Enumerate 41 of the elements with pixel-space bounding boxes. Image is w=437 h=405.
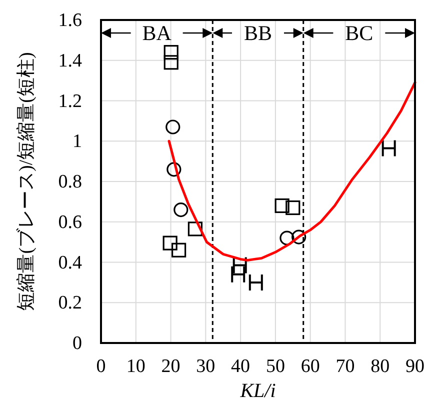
point xyxy=(382,139,396,158)
point xyxy=(172,242,186,258)
point xyxy=(166,120,180,134)
point xyxy=(162,236,178,250)
point xyxy=(166,162,182,177)
point xyxy=(274,198,290,214)
y-axis-title: 短縮量(ブレース)/短縮量(短柱) xyxy=(16,52,37,311)
point xyxy=(232,256,247,274)
y-tick-label: 1.4 xyxy=(58,50,82,72)
x-tick-label: 30 xyxy=(196,356,216,377)
x-tick-label: 40 xyxy=(231,356,250,377)
x-tick-label: 70 xyxy=(336,356,355,377)
point xyxy=(164,45,178,60)
point xyxy=(231,265,246,284)
point xyxy=(174,202,188,218)
point xyxy=(164,55,178,70)
x-tick-label: 0 xyxy=(96,356,106,377)
y-tick-label: 0.8 xyxy=(58,172,82,192)
x-tick-label: 90 xyxy=(406,356,424,377)
point xyxy=(292,230,306,244)
line-series xyxy=(168,81,416,262)
point xyxy=(188,222,202,236)
x-axis-title: KL/i xyxy=(239,380,276,402)
y-tick-label: 0 xyxy=(72,333,82,354)
point xyxy=(280,230,294,246)
x-tick-label: 10 xyxy=(126,356,146,377)
y-tick-label: 1.6 xyxy=(58,10,82,31)
point xyxy=(286,200,300,216)
point xyxy=(248,273,263,292)
x-tick-label: 80 xyxy=(370,356,390,377)
y-tick-label: 0.2 xyxy=(58,292,82,314)
y-tick-label: 0.4 xyxy=(58,252,82,274)
x-tick-label: 50 xyxy=(266,356,285,377)
x-tick-label: 20 xyxy=(161,356,180,377)
annotation: BA xyxy=(142,21,172,45)
annotation: BB xyxy=(244,21,272,45)
y-tick-label: 1 xyxy=(72,131,82,152)
y-tick-label: 1.2 xyxy=(58,90,82,112)
x-tick-label: 60 xyxy=(300,356,320,377)
y-tick-label: 0.6 xyxy=(58,212,82,233)
annotation: BC xyxy=(345,21,374,45)
